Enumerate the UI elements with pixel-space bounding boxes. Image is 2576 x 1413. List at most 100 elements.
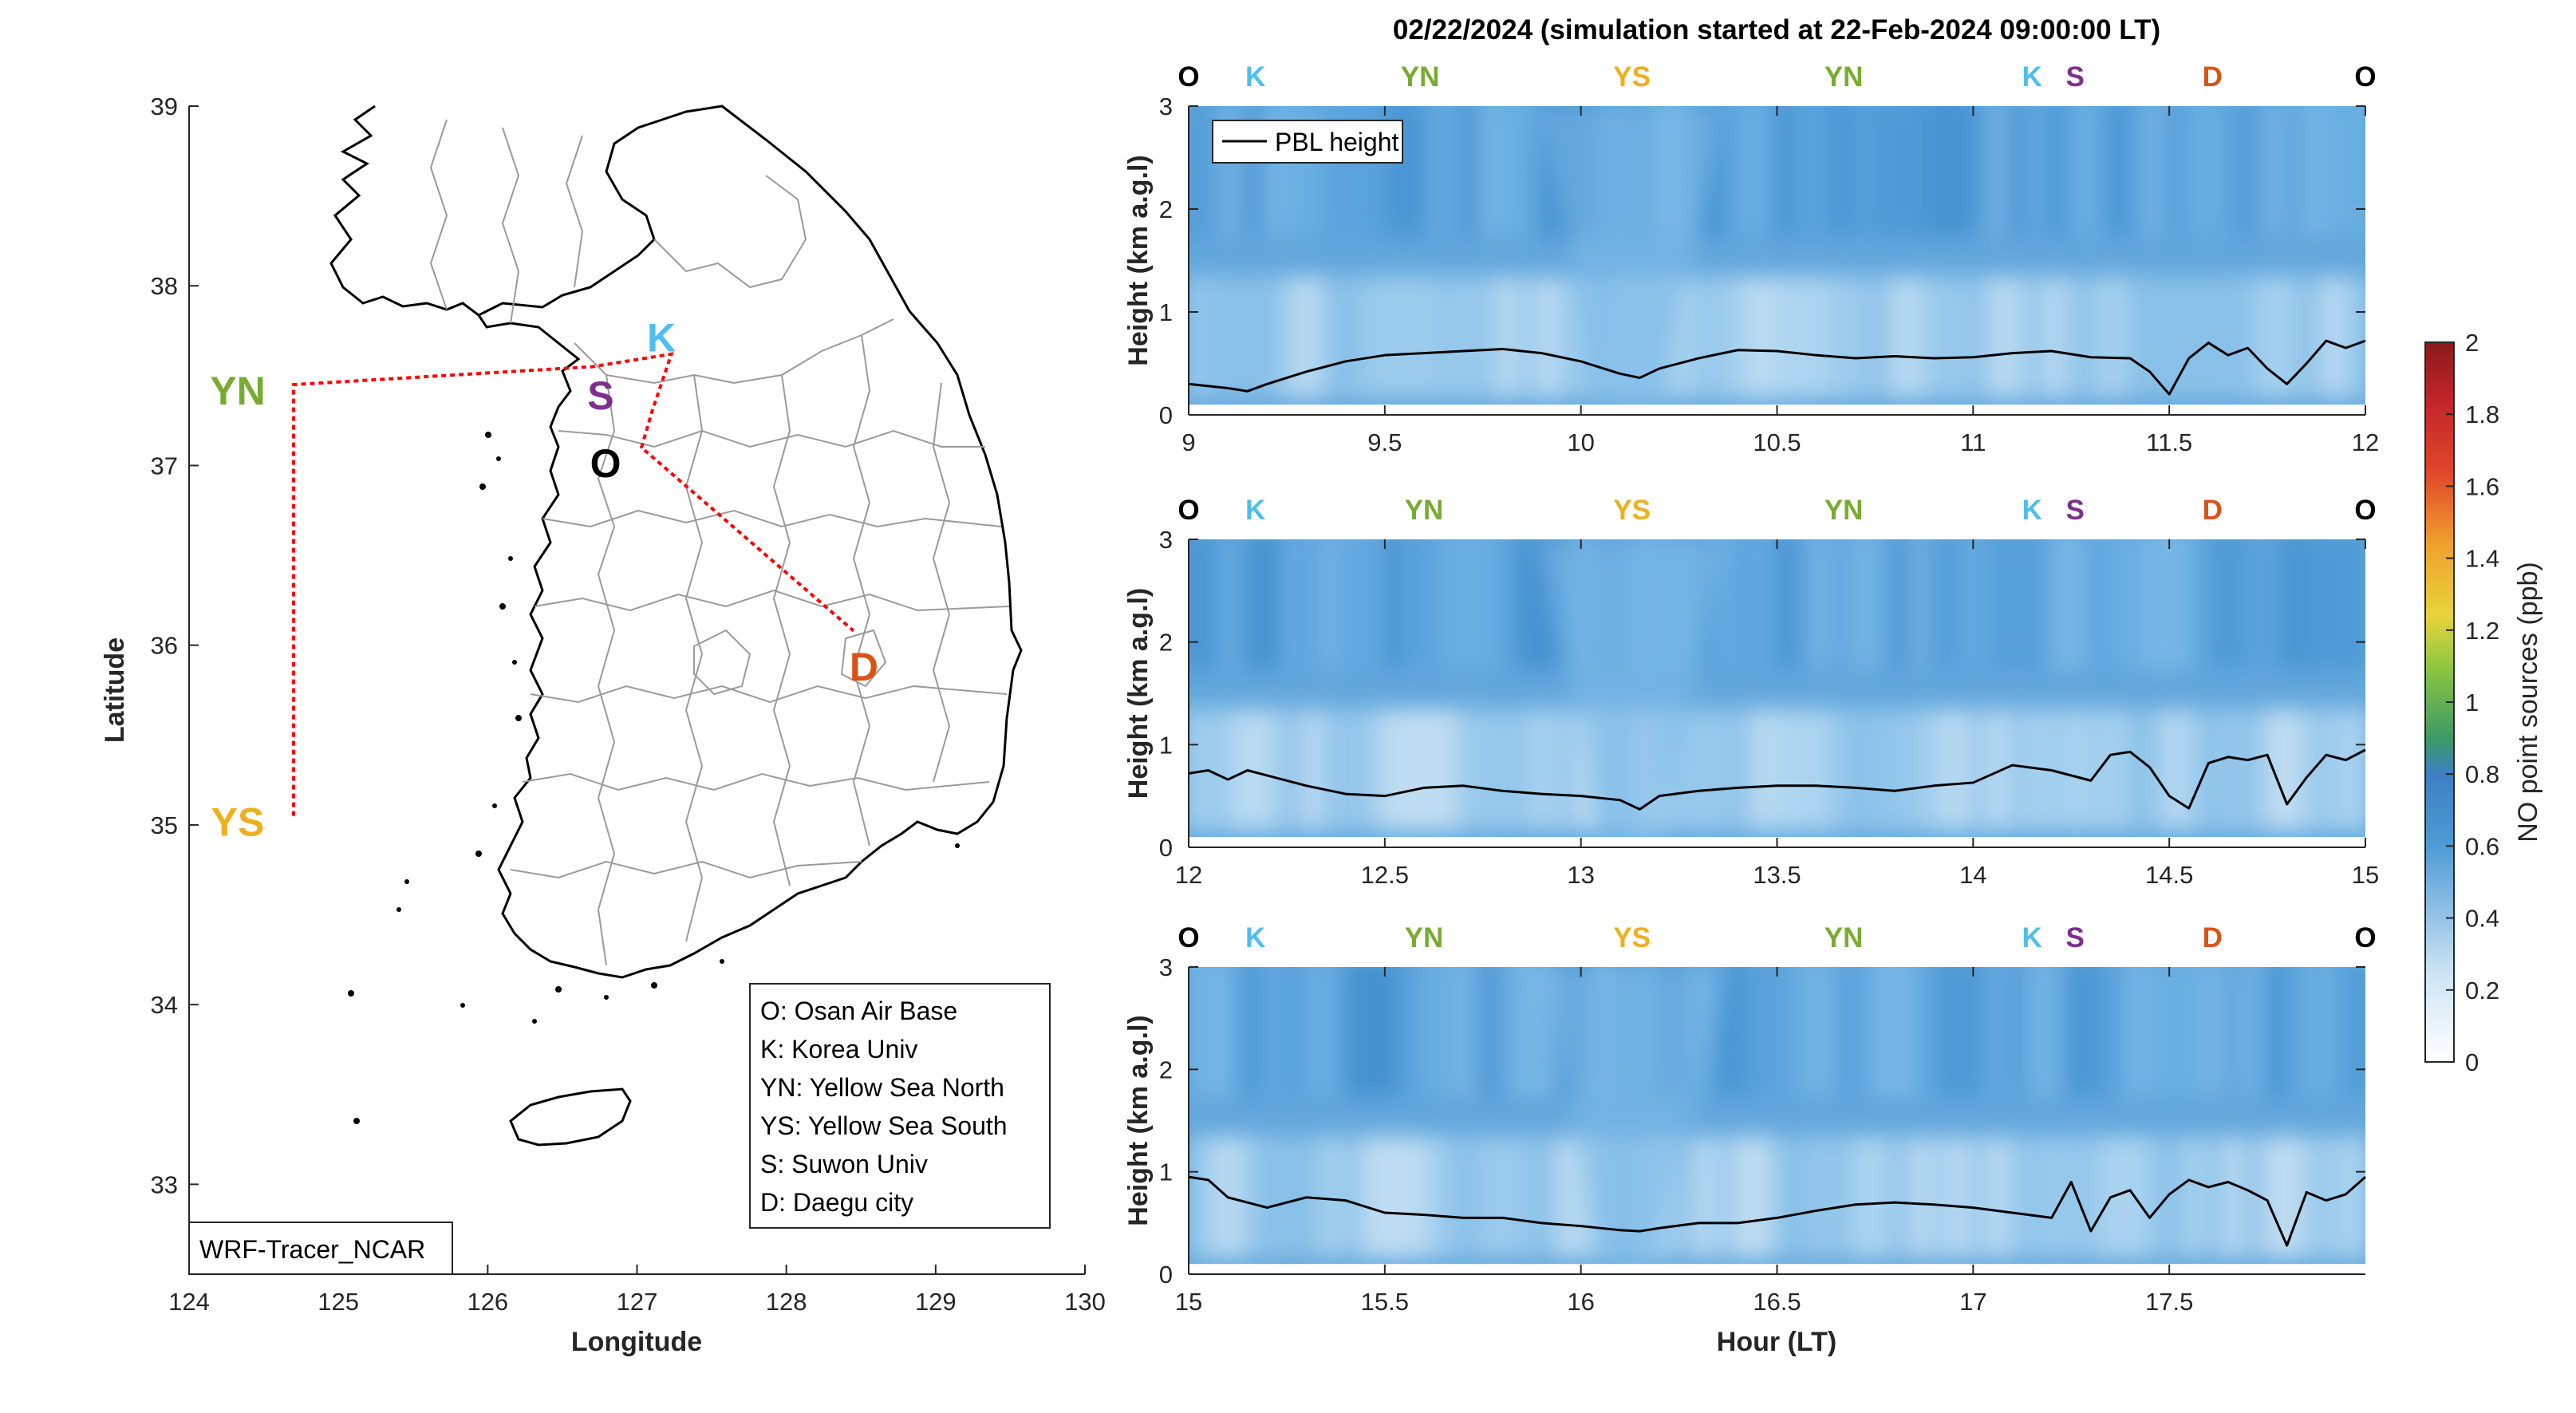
y-tick-label: 1 [1159, 298, 1173, 326]
colorbar-tick-label: 0 [2465, 1048, 2479, 1076]
site-marker-label: O [1178, 61, 1199, 93]
map-y-tick-label: 35 [151, 811, 178, 839]
field-column-upper [2340, 967, 2365, 1098]
legend-item: K: Korea Univ [760, 1035, 917, 1064]
x-tick-label: 10 [1567, 428, 1594, 456]
map-y-tick-label: 36 [151, 632, 178, 660]
site-marker-label: YN [1405, 495, 1444, 526]
x-tick-label: 11 [1960, 428, 1986, 456]
x-tick-label: 13 [1567, 861, 1594, 889]
colorbar-tick-label: 1.4 [2465, 545, 2499, 573]
map-y-tick-label: 38 [151, 272, 178, 300]
site-marker-label: YN [1825, 61, 1864, 93]
admin-boundaries [429, 119, 1010, 966]
field-descent-plume [1536, 106, 1728, 415]
x-tick-label: 11.5 [2146, 428, 2192, 456]
y-axis-label: Height (km a.g.l) [1123, 155, 1154, 365]
x-tick-label: 16 [1567, 1288, 1594, 1316]
site-marker-label: O [2354, 61, 2376, 93]
colorbar-tick-label: 0.8 [2465, 760, 2499, 788]
x-tick-label: 16.5 [1753, 1288, 1801, 1316]
curtain-panel-3: 15 15.5 16 16.5 17 17.5 0 1 2 3 Height (km a.g.l) O… [1123, 922, 2377, 1316]
x-tick-label: 10.5 [1753, 428, 1801, 456]
korea-landmass [476, 105, 1023, 979]
site-marker-label: K [2022, 61, 2041, 93]
map-xlabel: Longitude [571, 1327, 702, 1357]
colorbar-tick-label: 2 [2465, 329, 2479, 357]
y-tick-label: 0 [1159, 401, 1173, 429]
y-tick-label: 2 [1159, 629, 1173, 657]
site-marker-label: YN [1405, 922, 1444, 953]
site-marker-label: K [1245, 922, 1265, 953]
x-tick-label: 15.5 [1361, 1288, 1409, 1316]
colorbar-tick-label: 1.2 [2465, 617, 2499, 645]
site-label-yn: YN [210, 369, 265, 413]
pbl-height-line [1188, 1175, 2366, 1247]
site-marker-label: K [2022, 495, 2041, 526]
map-x-tick-label: 128 [766, 1288, 807, 1316]
y-tick-label: 3 [1159, 953, 1173, 981]
map-y-ticks: 33 34 35 36 37 38 39 [151, 93, 199, 1198]
y-tick-label: 2 [1159, 195, 1173, 223]
x-tick-label: 13.5 [1753, 861, 1801, 889]
field-descent-plume [1536, 539, 1728, 847]
y-axis-label: Height (km a.g.l) [1123, 1015, 1154, 1226]
site-label-o: O [590, 441, 621, 486]
figure-title: 02/22/2024 (simulation started at 22-Feb… [1393, 14, 2160, 45]
map-x-tick-label: 127 [617, 1288, 658, 1316]
site-marker-label: YS [1613, 61, 1651, 93]
y-tick-label: 3 [1159, 526, 1173, 554]
site-marker-label: D [2203, 495, 2223, 526]
x-tick-label: 9.5 [1367, 428, 1402, 456]
colorbar-tick-label: 0.6 [2465, 832, 2499, 860]
site-marker-label: S [2065, 922, 2084, 953]
legend-item: YN: Yellow Sea North [760, 1073, 1004, 1102]
site-marker-label: O [1178, 495, 1199, 526]
map-x-tick-label: 125 [318, 1288, 359, 1316]
site-marker-label: YN [1401, 61, 1440, 93]
colorbar-tick-label: 1 [2465, 689, 2479, 716]
site-marker-label: S [2065, 61, 2084, 93]
legend-item: S: Suwon Univ [760, 1150, 928, 1178]
site-marker-label: K [1245, 61, 1265, 93]
map-x-ticks: 124 125 126 127 128 129 130 [168, 1265, 1106, 1316]
map-ylabel: Latitude [100, 637, 130, 743]
north-coast [329, 105, 479, 317]
legend-item: YS: Yellow Sea South [760, 1111, 1008, 1140]
map-y-tick-label: 34 [151, 991, 178, 1019]
colorbar-tick-label: 0.2 [2465, 977, 2499, 1004]
site-marker-label: YN [1825, 922, 1864, 953]
y-tick-label: 2 [1159, 1056, 1173, 1083]
y-axis-label: Height (km a.g.l) [1123, 588, 1154, 799]
field-column-upper [2340, 106, 2365, 238]
model-tag-text: WRF-Tracer_NCAR [199, 1235, 425, 1264]
site-marker-label: YS [1613, 495, 1651, 526]
legend-item: D: Daegu city [760, 1188, 913, 1217]
site-legend: O: Osan Air Base K: Korea Univ YN: Yello… [749, 983, 1051, 1229]
site-label-d: D [850, 645, 878, 689]
site-labels: YN KSO D YS [210, 316, 878, 845]
pbl-height-line [1188, 339, 2366, 396]
site-marker-label: O [2354, 922, 2376, 953]
site-marker-label: K [2022, 922, 2041, 953]
y-tick-label: 3 [1159, 93, 1173, 120]
x-tick-label: 9 [1181, 428, 1195, 456]
flight-track [292, 352, 855, 816]
field-column-upper [2340, 539, 2365, 670]
site-marker-label: K [1245, 495, 1265, 526]
colorbar: 0 0.2 0.4 0.6 0.8 1 1.2 1.4 1.6 1.8 2 NO point sou… [2424, 329, 2543, 1076]
map-y-tick-label: 33 [151, 1170, 178, 1198]
x-tick-label: 14 [1959, 861, 1986, 889]
colorbar-ticks: 0 0.2 0.4 0.6 0.8 1 1.2 1.4 1.6 1.8 2 [2446, 329, 2499, 1076]
pbl-legend: PBL height [1212, 120, 1403, 164]
pbl-legend-label: PBL height [1275, 128, 1398, 156]
site-marker-label: YS [1613, 922, 1651, 953]
x-tick-label: 12 [1175, 861, 1202, 889]
x-tick-label: 15 [1175, 1288, 1202, 1316]
pbl-height-line [1188, 748, 2366, 811]
site-marker-label: O [2354, 495, 2376, 526]
map-x-tick-label: 126 [467, 1288, 508, 1316]
